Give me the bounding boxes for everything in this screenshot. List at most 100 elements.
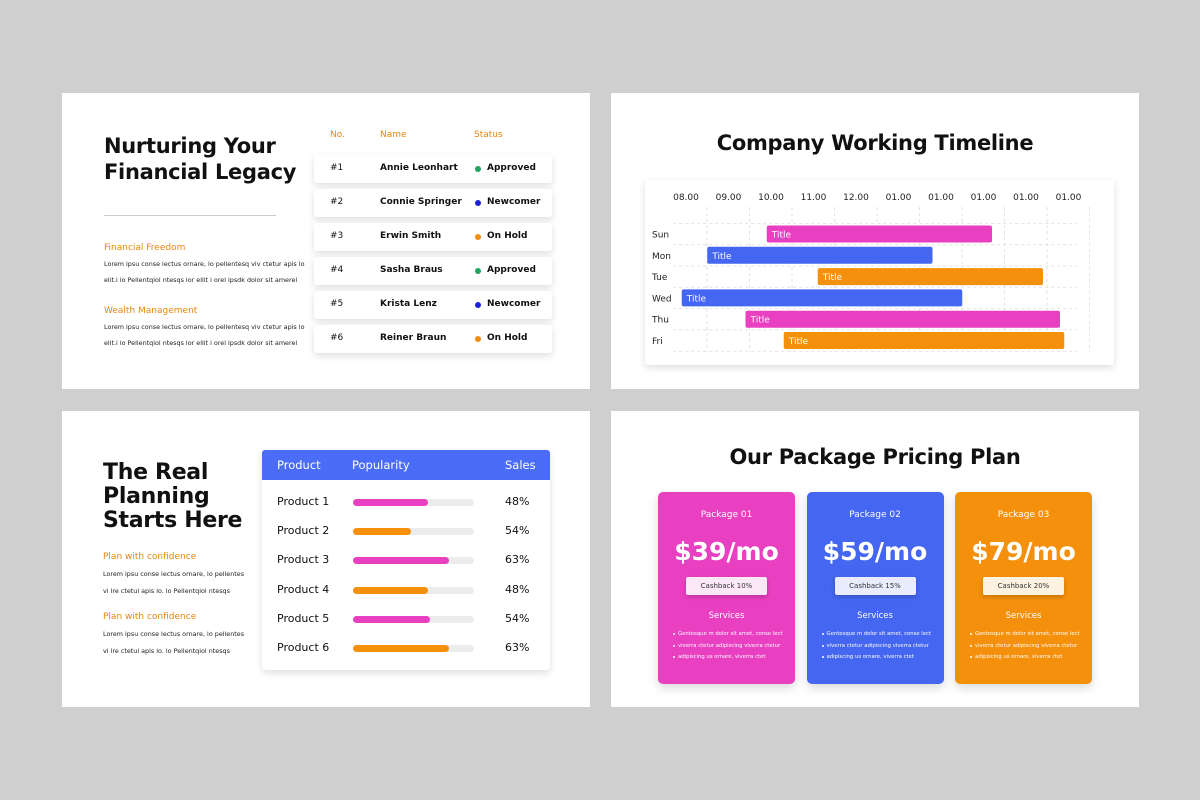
gantt-bar	[783, 332, 1065, 349]
service-item: adipiscing us ornare, viverra ctet	[826, 654, 914, 660]
y-category-label: Mon	[652, 252, 671, 262]
table-row	[314, 223, 552, 251]
service-item: viverra ctetur adipiscing viverra ctetur	[678, 642, 781, 649]
sales-value: 63%	[505, 553, 530, 567]
services-heading: Services	[708, 611, 745, 621]
y-category-label: Thu	[651, 316, 669, 326]
bullet	[673, 633, 675, 635]
x-tick-label: 09.00	[716, 193, 742, 203]
row-status: Approved	[487, 163, 536, 173]
package-name: Package 01	[700, 510, 753, 520]
x-tick-label: 10.00	[758, 193, 784, 203]
product-name: Product 4	[277, 582, 330, 596]
package-name: Package 03	[997, 510, 1050, 520]
row-status: On Hold	[487, 333, 528, 343]
product-name: Product 6	[277, 641, 330, 654]
gantt-bar	[766, 225, 992, 243]
bar-label: Title	[711, 252, 732, 262]
y-category-label: Wed	[652, 294, 672, 304]
body-text: Lorem ipsu conse lectus ornare, lo pelle…	[104, 260, 305, 268]
bullet	[821, 644, 824, 647]
body-text: elit.i lo Pellentqiol ntesqs lor ellit i…	[104, 276, 298, 284]
popularity-track	[353, 528, 474, 536]
title: Nurturing Your Financial Legacy	[104, 134, 297, 184]
cashback-badge: Cashback 10%	[686, 577, 767, 595]
table-row	[314, 189, 552, 217]
table-header-bar	[262, 450, 550, 480]
x-tick-label: 01.00	[1013, 193, 1039, 203]
row-number: #4	[330, 265, 344, 275]
status-dot	[475, 302, 481, 308]
row-name: Reiner Braun	[380, 333, 447, 343]
service-item: adipiscing us ornare, viverra ctet	[678, 654, 766, 660]
service-item: Gentesque m dolor sit amet, conse lect	[975, 631, 1080, 637]
bullet	[673, 656, 675, 658]
x-tick-label: 01.00	[971, 193, 997, 203]
y-category-label: Fri	[652, 337, 663, 347]
row-name: Sasha Braus	[380, 265, 443, 275]
x-tick-label: 01.00	[928, 193, 954, 203]
bar-label: Title	[822, 273, 843, 283]
row-status: Approved	[487, 265, 536, 275]
body-text: vi lre ctetul apis lo. lo Pellentqiol nt…	[103, 587, 230, 595]
row-name: Annie Leonhart	[380, 163, 458, 173]
body-text: elit.i lo Pellentqiol ntesqs lor ellit i…	[104, 339, 298, 347]
table-header: Status	[474, 130, 503, 140]
x-tick-label: 12.00	[843, 193, 869, 203]
gantt-bar	[745, 310, 1060, 328]
row-status: On Hold	[487, 231, 528, 241]
pricing-card: Package 01 $39/mo Cashback 10% Services Gent…	[658, 492, 795, 684]
sales-value: 63%	[505, 641, 530, 654]
table-row	[314, 325, 552, 353]
y-category-label: Sun	[652, 231, 669, 241]
popularity-bar	[353, 645, 449, 652]
body-text: Lorem ipsu conse lectus ornare, lo pelle…	[103, 630, 245, 638]
table-row	[314, 257, 552, 285]
services-heading: Services	[857, 611, 893, 621]
popularity-bar	[353, 528, 412, 536]
title: Our Package Pricing Plan	[729, 445, 1021, 469]
slide-pricing: Our Package Pricing Plan Package 01 $39/mo…	[611, 411, 1139, 707]
gantt-bar	[707, 246, 933, 264]
section-heading: Plan with confidence	[103, 612, 197, 622]
sales-value: 48%	[505, 495, 530, 508]
x-tick-label: 11.00	[801, 193, 827, 203]
service-item: adipiscing us ornare, viverra ctet	[975, 654, 1063, 660]
bar-label: Title	[788, 337, 809, 347]
row-name: Erwin Smith	[380, 231, 442, 241]
title: The Real Planning Starts Here	[103, 460, 243, 533]
status-dot	[475, 166, 481, 172]
bullet	[821, 633, 824, 635]
status-dot	[475, 200, 481, 206]
product-name: Product 5	[277, 611, 330, 625]
row-number: #1	[330, 163, 344, 173]
table-row	[314, 291, 552, 319]
product-name: Product 2	[277, 524, 330, 538]
popularity-bar	[353, 499, 429, 506]
cashback-badge: Cashback 20%	[983, 577, 1064, 595]
package-price: $39/mo	[674, 537, 779, 566]
cashback-badge: Cashback 15%	[834, 577, 916, 595]
bullet	[673, 644, 675, 647]
status-dot	[475, 336, 481, 342]
row-number: #3	[330, 231, 344, 241]
popularity-bar	[353, 586, 429, 594]
table-row	[314, 155, 552, 183]
body-text: vi lre ctetul apis lo. lo Pellentqiol nt…	[103, 647, 230, 655]
product-name: Product 3	[277, 553, 330, 567]
x-tick-label: 08.00	[673, 193, 699, 203]
product-table: Product Popularity Sales Product 1 48% Produc…	[262, 450, 550, 670]
pricing-card: Package 02 $59/mo Cashback 15% Services Gent…	[806, 492, 944, 684]
package-name: Package 02	[849, 510, 901, 520]
bullet	[970, 656, 972, 658]
service-item: viverra ctetur adipiscing viverra ctetur	[975, 642, 1078, 649]
x-tick-label: 01.00	[886, 193, 912, 203]
title: Company Working Timeline	[716, 131, 1034, 155]
package-price: $79/mo	[971, 537, 1076, 566]
section-heading: Plan with confidence	[103, 552, 197, 562]
row-status: Newcomer	[487, 299, 541, 309]
sales-value: 54%	[505, 524, 530, 538]
row-name: Krista Lenz	[380, 299, 437, 309]
gantt-bar	[681, 289, 963, 307]
